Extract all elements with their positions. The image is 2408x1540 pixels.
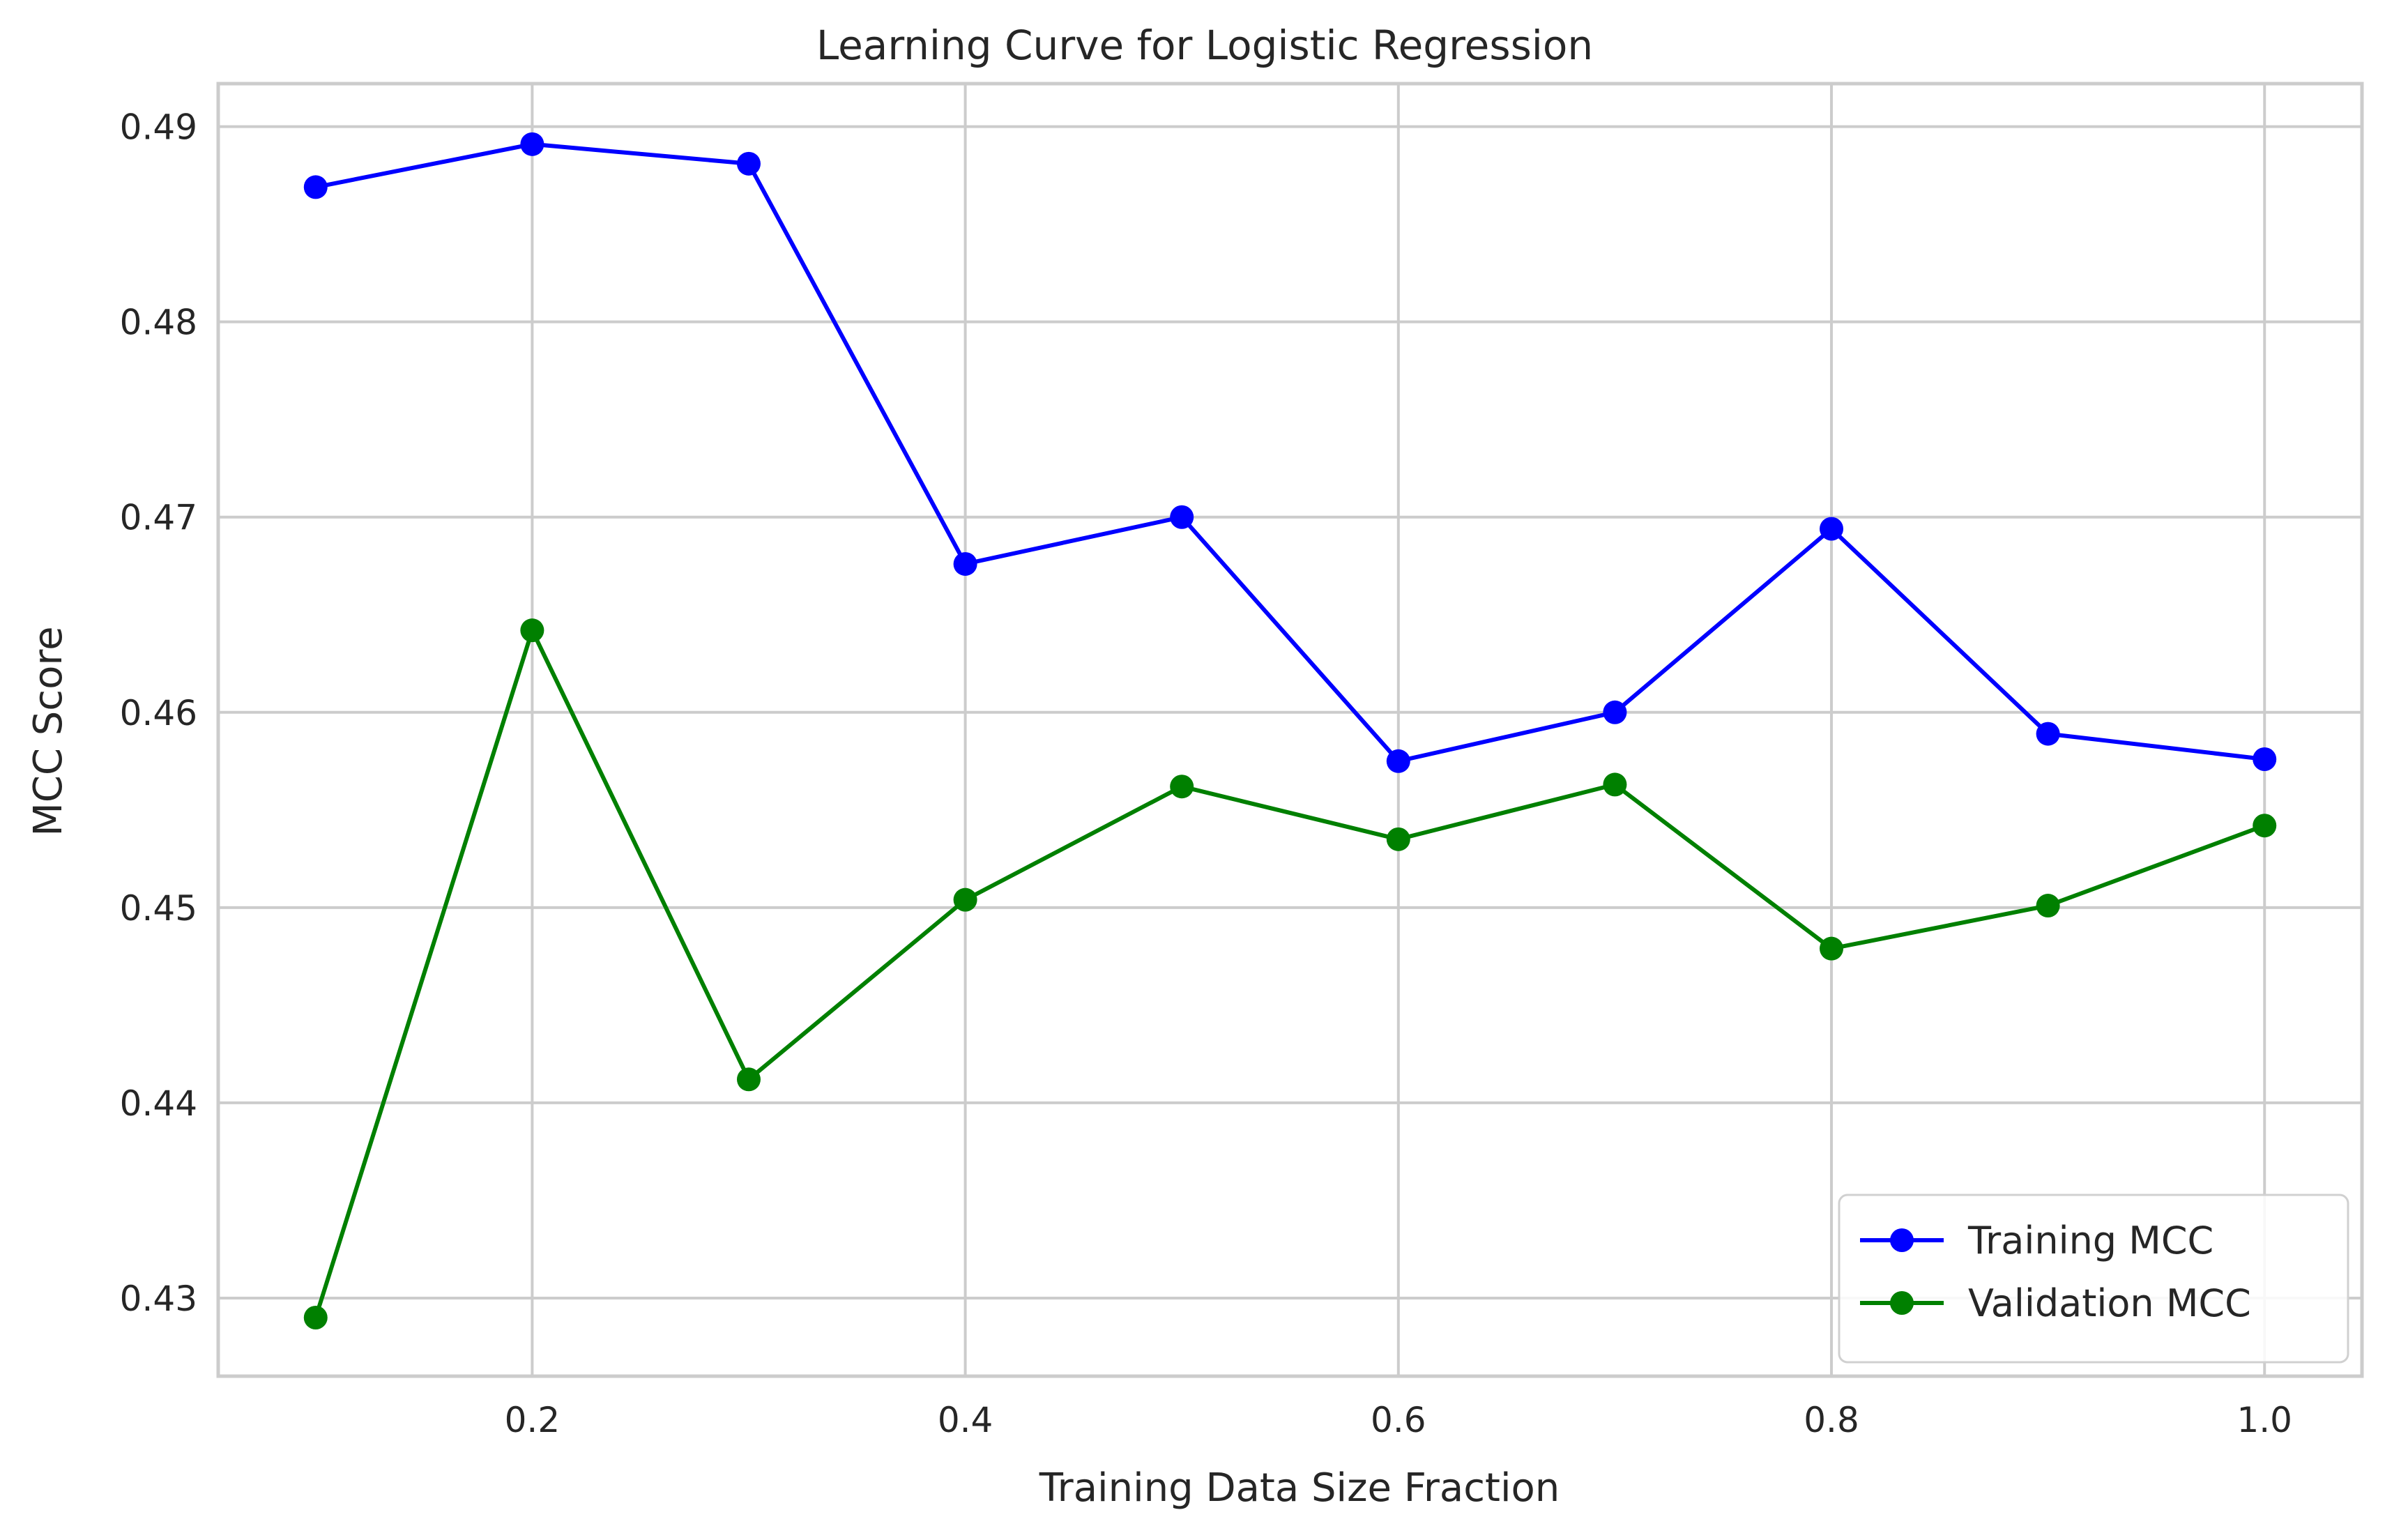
y-tick-label: 0.47 [120, 498, 197, 538]
y-axis-label: MCC Score [26, 626, 71, 836]
data-point [1170, 505, 1194, 529]
plot-area [216, 82, 2364, 1378]
x-tick-label: 0.4 [938, 1400, 993, 1440]
x-tick-label: 0.6 [1371, 1400, 1426, 1440]
data-point [520, 132, 544, 156]
data-point [2253, 747, 2277, 772]
legend-label: Training MCC [1967, 1219, 2213, 1263]
data-point [736, 1067, 761, 1092]
series-training-mcc [303, 132, 2277, 773]
y-tick-label: 0.48 [120, 303, 197, 343]
y-tick-label: 0.43 [120, 1279, 197, 1319]
plot-frame [216, 82, 2364, 1378]
y-tick-label: 0.45 [120, 888, 197, 929]
data-point [2036, 722, 2060, 746]
data-point [1386, 827, 1410, 851]
data-point [1820, 517, 1844, 541]
x-tick-label: 1.0 [2236, 1400, 2292, 1440]
series-validation-mcc [303, 618, 2277, 1329]
data-point [953, 551, 977, 576]
legend-marker [1890, 1228, 1914, 1252]
legend-item: Training MCC [1860, 1219, 2213, 1263]
legend-item: Validation MCC [1860, 1281, 2251, 1325]
series-line [315, 142, 2265, 763]
y-tick-label: 0.49 [120, 107, 197, 148]
legend-box [1838, 1194, 2349, 1364]
legend: Training MCC Validation MCC [1838, 1194, 2349, 1364]
data-point [2036, 894, 2060, 918]
data-point [303, 175, 328, 199]
x-tick-label: 0.8 [1804, 1400, 1859, 1440]
data-point [1820, 936, 1844, 961]
data-point [1386, 749, 1410, 773]
data-point [1170, 775, 1194, 799]
data-point [303, 1305, 328, 1329]
data-point [1603, 772, 1627, 797]
data-point [520, 618, 544, 643]
data-point [953, 887, 977, 912]
chart-title: Learning Curve for Logistic Regression [816, 22, 1593, 69]
series-line [313, 628, 2266, 1318]
legend-label: Validation MCC [1968, 1281, 2251, 1325]
data-point [2253, 814, 2277, 838]
y-tick-label: 0.44 [120, 1083, 197, 1124]
plot-background [218, 84, 2362, 1376]
y-tick-label: 0.46 [120, 693, 197, 733]
legend-marker [1890, 1291, 1914, 1315]
series-layer [303, 132, 2277, 1329]
data-point [1603, 700, 1627, 724]
grid [218, 84, 2362, 1376]
x-axis-ticks: 0.2 0.4 0.6 0.8 1.0 [505, 1400, 2292, 1440]
y-axis-ticks: 0.43 0.44 0.45 0.46 0.47 0.48 0.49 [120, 107, 197, 1319]
x-axis-label: Training Data Size Fraction [1039, 1465, 1560, 1511]
x-tick-label: 0.2 [505, 1400, 561, 1440]
data-point [736, 151, 761, 176]
